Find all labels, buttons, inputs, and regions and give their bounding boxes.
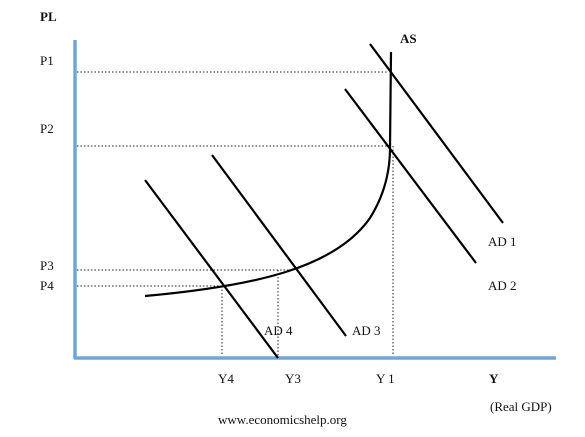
- ad-label: AD 3: [352, 323, 381, 338]
- y-axis-label: PL: [40, 9, 57, 24]
- ad-label: AD 1: [488, 234, 517, 249]
- price-level: P1: [40, 53, 54, 68]
- ad3-line: [211, 154, 347, 337]
- x-axis-unit: (Real GDP): [490, 399, 552, 414]
- price-level: P3: [40, 258, 54, 273]
- output-label: Y4: [218, 371, 234, 386]
- guides: [77, 71, 394, 356]
- ad-label: AD 4: [264, 323, 293, 338]
- ad4-line: [144, 179, 279, 359]
- ad2-line: [344, 88, 477, 264]
- price-level: P2: [40, 121, 54, 136]
- as-curve: [144, 51, 393, 298]
- x-axis-label: Y: [489, 371, 499, 386]
- footer: www.economicshelp.org: [218, 412, 347, 427]
- ad1-line: [369, 43, 504, 224]
- price-level: P4: [40, 278, 54, 293]
- ad-label: AD 2: [488, 278, 517, 293]
- as-label: AS: [400, 31, 417, 46]
- output-label: Y 1: [376, 371, 395, 386]
- output-label: Y3: [285, 371, 301, 386]
